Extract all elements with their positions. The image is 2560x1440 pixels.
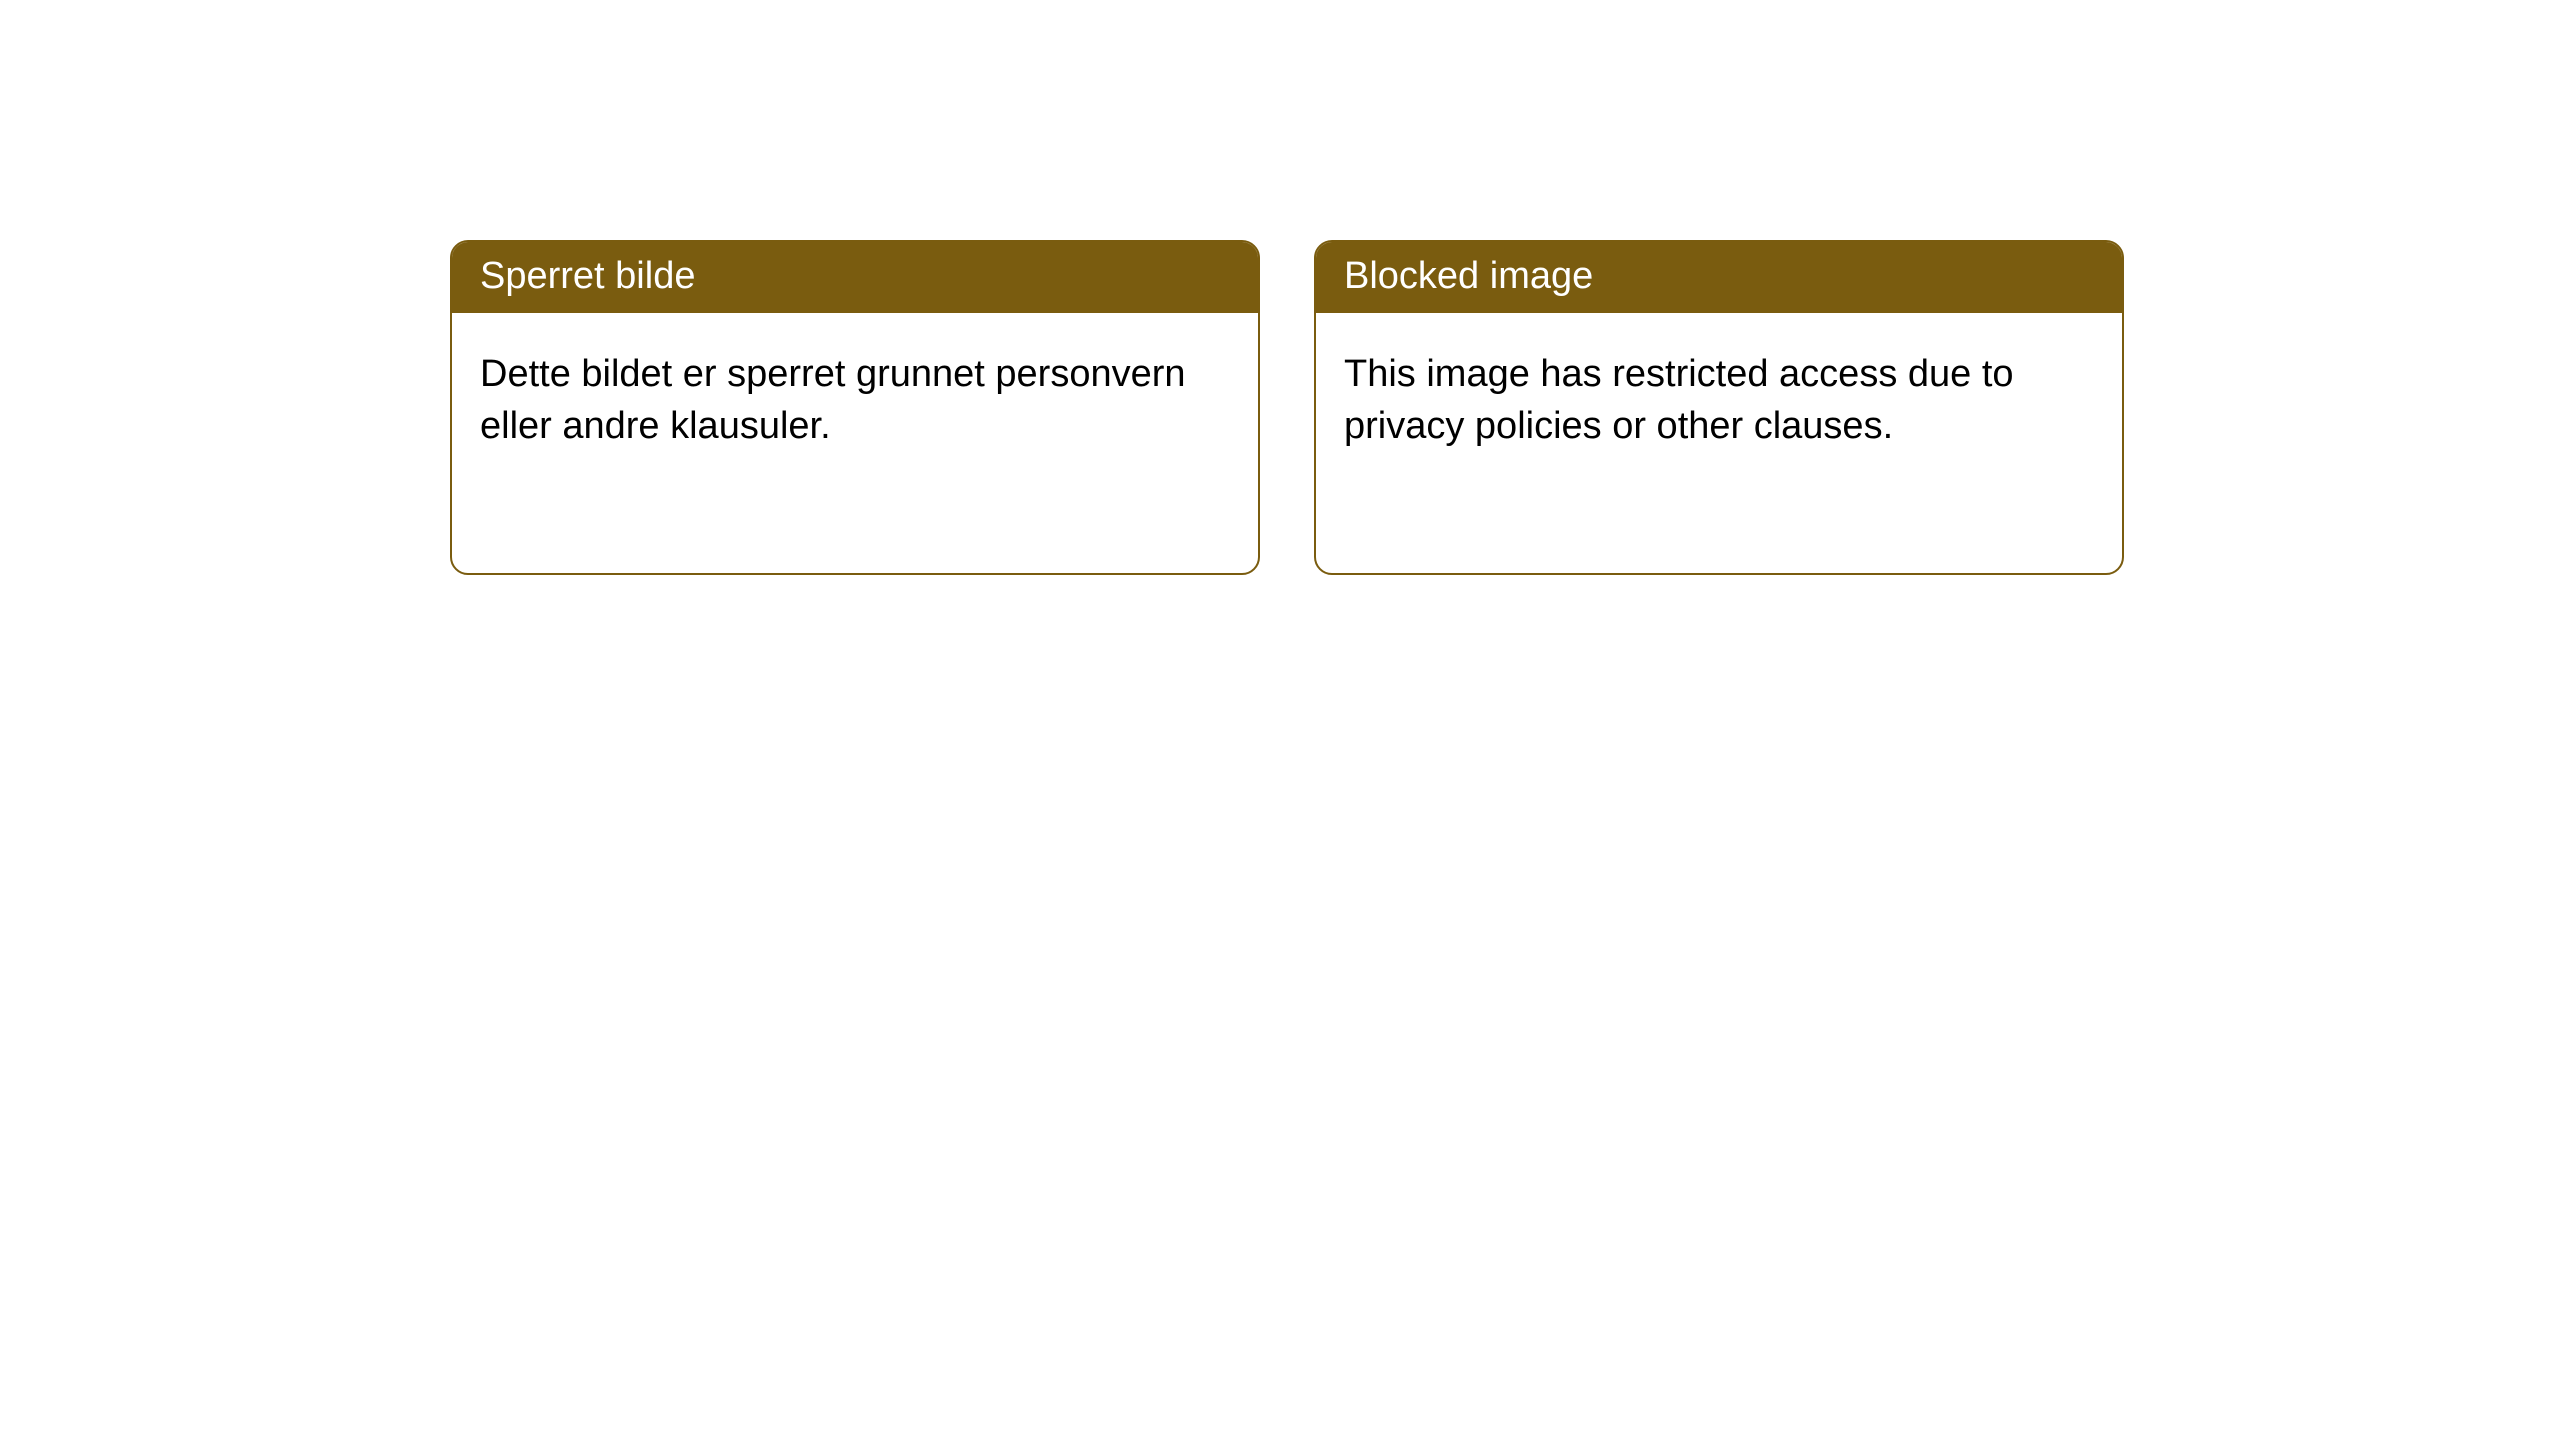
notice-message: Dette bildet er sperret grunnet personve…: [480, 353, 1186, 446]
notice-title: Blocked image: [1344, 255, 1593, 297]
notice-header: Blocked image: [1316, 242, 2122, 313]
notice-card-english: Blocked image This image has restricted …: [1314, 240, 2124, 575]
notice-body: Dette bildet er sperret grunnet personve…: [452, 313, 1258, 488]
notice-container: Sperret bilde Dette bildet er sperret gr…: [0, 0, 2560, 575]
notice-card-norwegian: Sperret bilde Dette bildet er sperret gr…: [450, 240, 1260, 575]
notice-body: This image has restricted access due to …: [1316, 313, 2122, 488]
notice-title: Sperret bilde: [480, 255, 695, 297]
notice-header: Sperret bilde: [452, 242, 1258, 313]
notice-message: This image has restricted access due to …: [1344, 353, 2014, 446]
